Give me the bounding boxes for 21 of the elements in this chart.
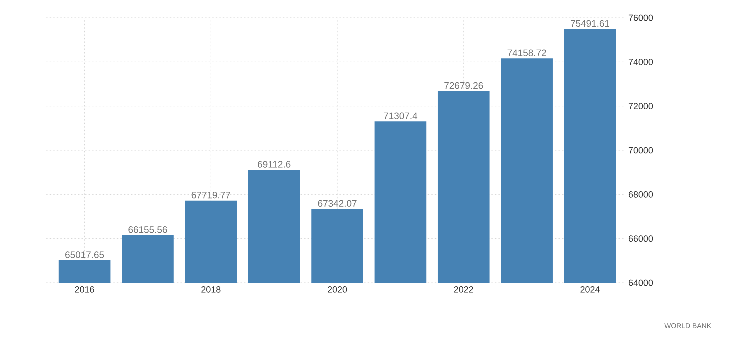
- x-tick-label: 2022: [454, 286, 474, 293]
- x-tick-label: 2020: [328, 286, 348, 293]
- data-label: 75491.61: [570, 20, 610, 28]
- data-label: 67342.07: [318, 200, 357, 208]
- y-tick-label: 72000: [628, 103, 654, 110]
- data-label: 66155.56: [128, 226, 168, 234]
- x-tick-label: 2016: [75, 286, 94, 293]
- y-tick-label: 66000: [628, 236, 654, 242]
- data-label: 65017.65: [66, 252, 104, 258]
- y-tick-label: 70000: [628, 147, 654, 154]
- y-tick-label: 76000: [628, 14, 654, 22]
- data-label: 72679.26: [444, 82, 484, 90]
- x-tick-label: 2024: [580, 286, 600, 293]
- y-tick-label: 68000: [628, 191, 654, 198]
- y-tick-label: 74000: [628, 58, 654, 66]
- data-label: 67719.77: [192, 192, 230, 199]
- data-label: 74158.72: [508, 50, 546, 56]
- y-tick-label: 64000: [628, 280, 654, 286]
- x-tick-label: 2018: [202, 286, 221, 293]
- data-label: 71307.4: [384, 112, 418, 120]
- data-label: 69112.6: [258, 161, 291, 168]
